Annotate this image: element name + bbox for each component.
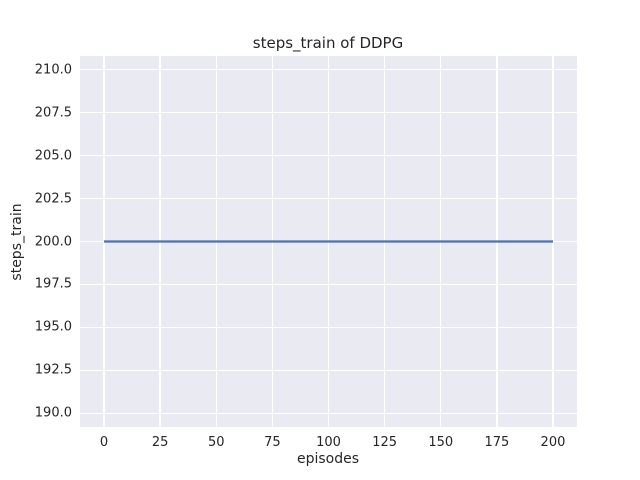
horizontal-gridline — [80, 112, 577, 114]
y-tick-label: 192.5 — [34, 362, 72, 378]
horizontal-gridline — [80, 69, 577, 71]
horizontal-gridline — [80, 154, 577, 157]
y-tick-label: 202.5 — [34, 191, 72, 207]
chart-title: steps_train of DDPG — [252, 34, 404, 52]
x-axis-label: episodes — [296, 451, 360, 467]
y-tick-label: 210.0 — [34, 62, 72, 78]
y-tick-label: 195.0 — [34, 319, 72, 335]
x-tick-label: 125 — [372, 435, 398, 450]
horizontal-gridline — [80, 412, 577, 414]
y-tick-label: 205.0 — [34, 148, 72, 164]
x-tick-label: 25 — [151, 435, 169, 450]
x-tick-label: 50 — [207, 435, 225, 450]
x-tick-label: 75 — [264, 435, 281, 450]
plot-area — [80, 56, 577, 427]
y-tick-label: 207.5 — [34, 105, 72, 121]
y-tick-label: 200.0 — [34, 234, 72, 249]
x-tick-label: 0 — [99, 435, 109, 450]
horizontal-gridline — [80, 197, 577, 200]
x-tick-label: 175 — [484, 435, 510, 450]
x-tick-label: 100 — [316, 435, 341, 450]
data-line-layer — [104, 240, 553, 243]
x-tick-label: 150 — [428, 435, 454, 450]
y-tick-label: 197.5 — [34, 276, 72, 292]
x-tick-label: 200 — [540, 435, 566, 450]
horizontal-gridline — [80, 283, 577, 286]
horizontal-gridline — [80, 369, 577, 371]
y-tick-label: 190.0 — [34, 405, 72, 421]
horizontal-gridline — [80, 326, 577, 329]
